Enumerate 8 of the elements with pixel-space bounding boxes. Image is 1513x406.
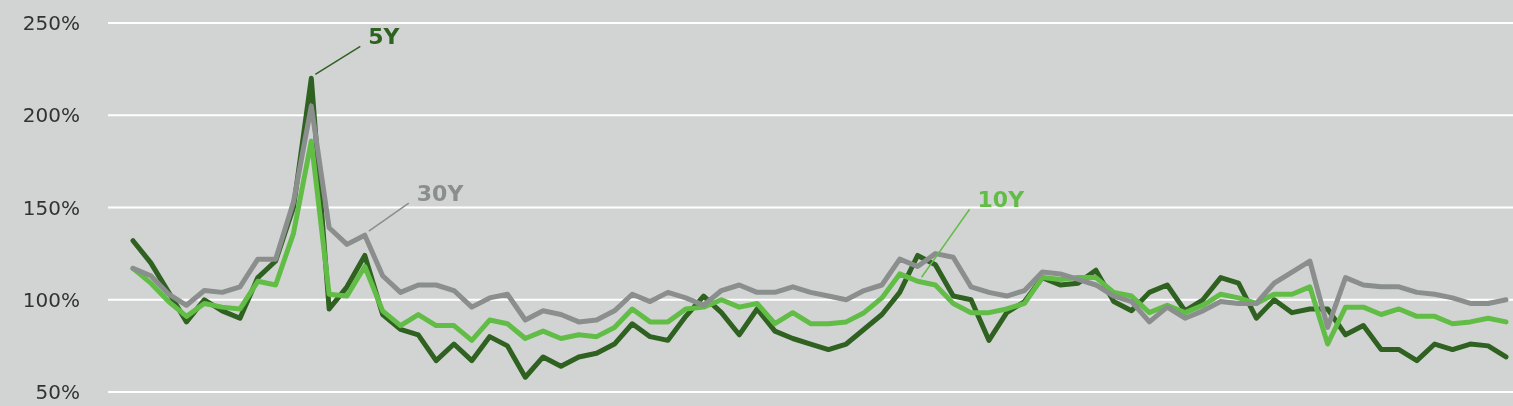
y-tick-label: 50% <box>35 380 80 404</box>
text: 30Y <box>416 181 465 207</box>
y-tick-label: 100% <box>22 287 80 312</box>
y-tick-label: 250% <box>22 11 80 35</box>
y-tick-label: 200% <box>22 103 80 128</box>
y-tick-label: 150% <box>22 195 80 220</box>
text: 5Y <box>368 24 401 50</box>
text: 10Y <box>977 187 1026 213</box>
